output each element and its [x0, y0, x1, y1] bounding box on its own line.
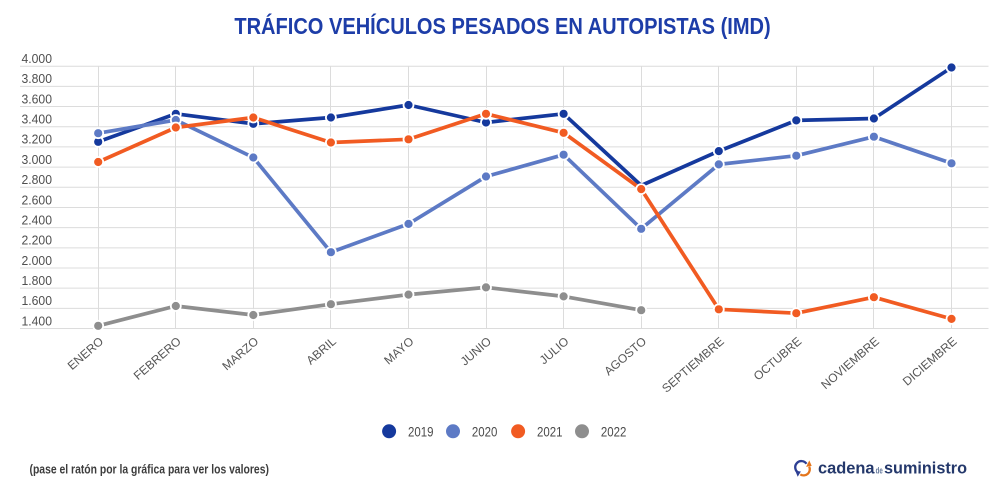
svg-text:(pase el ratón por la gráfica: (pase el ratón por la gráfica para ver l…: [30, 464, 270, 477]
svg-text:2021: 2021: [537, 424, 563, 440]
svg-text:SEPTIEMBRE: SEPTIEMBRE: [659, 334, 727, 395]
svg-text:2022: 2022: [601, 424, 627, 440]
svg-text:DICIEMBRE: DICIEMBRE: [900, 334, 960, 388]
svg-text:3.200: 3.200: [22, 132, 53, 147]
svg-text:JULIO: JULIO: [537, 334, 572, 367]
svg-text:2019: 2019: [408, 424, 434, 440]
svg-text:2.400: 2.400: [22, 212, 53, 227]
svg-text:ENERO: ENERO: [65, 334, 106, 373]
svg-text:FEBRERO: FEBRERO: [131, 334, 184, 383]
svg-text:3.400: 3.400: [22, 112, 53, 127]
svg-text:2020: 2020: [472, 424, 498, 440]
svg-text:2.800: 2.800: [22, 172, 53, 187]
svg-text:ABRIL: ABRIL: [304, 334, 340, 368]
svg-text:AGOSTO: AGOSTO: [601, 334, 649, 378]
svg-text:2.200: 2.200: [22, 233, 53, 248]
svg-text:1.400: 1.400: [22, 313, 53, 328]
svg-text:MARZO: MARZO: [219, 334, 261, 373]
svg-text:1.600: 1.600: [22, 293, 53, 308]
svg-text:TRÁFICO VEHÍCULOS PESADOS EN A: TRÁFICO VEHÍCULOS PESADOS EN AUTOPISTAS …: [234, 13, 770, 40]
svg-text:suministro: suministro: [884, 459, 967, 478]
svg-text:de: de: [876, 466, 883, 477]
svg-text:MAYO: MAYO: [381, 334, 416, 367]
svg-text:3.600: 3.600: [22, 91, 53, 106]
svg-text:4.000: 4.000: [22, 51, 53, 66]
svg-text:cadena: cadena: [818, 459, 875, 478]
svg-text:2.000: 2.000: [22, 253, 53, 268]
svg-text:JUNIO: JUNIO: [458, 334, 494, 368]
svg-text:OCTUBRE: OCTUBRE: [751, 334, 804, 383]
svg-text:3.800: 3.800: [22, 71, 53, 86]
svg-text:NOVIEMBRE: NOVIEMBRE: [818, 334, 882, 392]
svg-text:1.800: 1.800: [22, 273, 53, 288]
svg-text:3.000: 3.000: [22, 152, 53, 167]
svg-text:2.600: 2.600: [22, 192, 53, 207]
